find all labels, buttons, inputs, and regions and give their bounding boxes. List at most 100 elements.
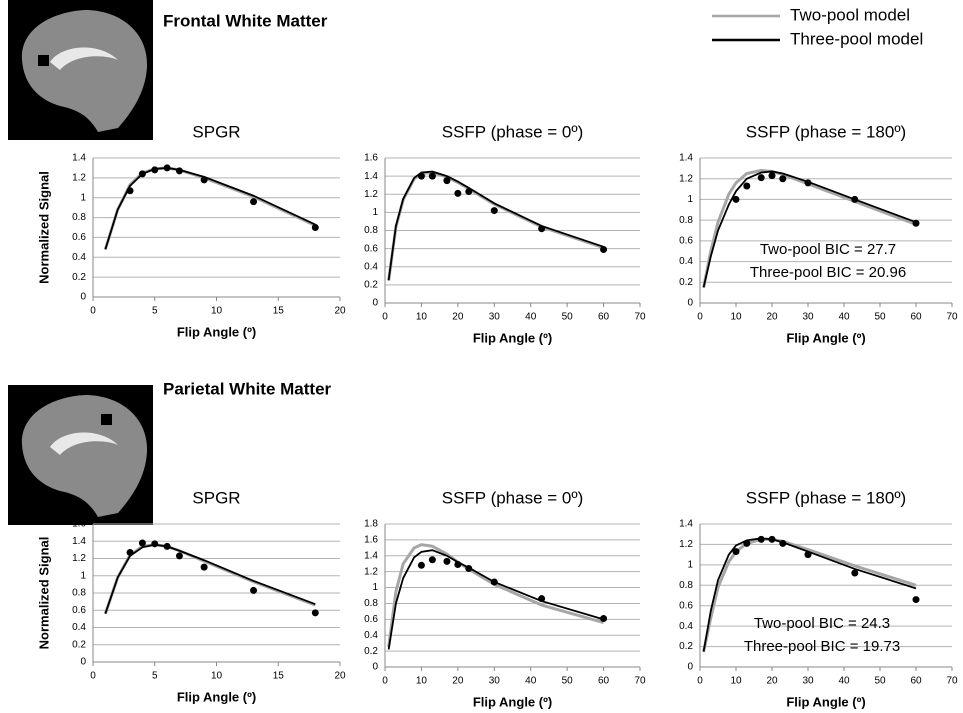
data-point [758,174,765,181]
data-point [429,173,436,180]
y-tick-label: 0.6 [679,235,693,246]
x-tick-label: 10 [211,671,223,682]
chart-title: SSFP (phase = 0º) [442,122,584,141]
x-tick-label: 5 [152,671,158,682]
y-tick-label: 1 [687,194,693,205]
brain-image [8,0,153,140]
x-tick-label: 0 [90,671,96,682]
y-tick-label: 1.4 [72,536,86,547]
x-tick-label: 40 [838,676,850,687]
annotation: Two-pool BIC = 24.3 [754,615,890,632]
x-tick-label: 20 [334,306,346,317]
data-point [312,224,319,231]
model-line [389,173,604,281]
data-point [454,190,461,197]
x-tick-label: 30 [489,312,501,323]
y-tick-label: 0.8 [72,212,86,223]
y-tick-label: 0.4 [679,621,693,632]
data-point [733,548,740,555]
y-tick-label: 1 [687,559,693,570]
data-point [454,561,461,568]
data-point [465,565,472,572]
x-tick-label: 30 [802,676,814,687]
data-point [151,540,158,547]
y-tick-label: 1 [372,207,378,218]
x-tick-label: 60 [910,676,922,687]
x-tick-label: 60 [910,312,922,323]
section-title: Frontal White Matter [163,11,328,30]
y-tick-label: 0.8 [72,588,86,599]
x-tick-label: 70 [634,676,646,687]
x-tick-label: 50 [562,676,574,687]
x-tick-label: 15 [273,306,285,317]
data-point [429,556,436,563]
y-tick-label: 0.2 [679,641,693,652]
x-axis-label: Flip Angle (º) [786,694,865,709]
x-tick-label: 20 [452,676,464,687]
data-point [201,176,208,183]
x-tick-label: 70 [946,676,958,687]
y-tick-label: 0 [80,657,86,668]
y-tick-label: 1.4 [72,153,86,164]
x-axis-label: Flip Angle (º) [177,689,256,704]
x-tick-label: 60 [598,676,610,687]
x-axis-label: Flip Angle (º) [786,330,865,345]
y-tick-label: 0.4 [72,252,86,263]
x-tick-label: 10 [416,312,428,323]
annotation: Two-pool BIC = 27.7 [760,241,896,258]
x-tick-label: 20 [766,676,778,687]
y-tick-label: 0.8 [679,580,693,591]
data-point [769,172,776,179]
model-line [105,545,315,614]
data-point [418,562,425,569]
y-tick-label: 0.6 [72,232,86,243]
model-line [389,172,604,281]
x-tick-label: 0 [697,312,703,323]
y-tick-label: 0.2 [72,639,86,650]
x-axis-label: Flip Angle (º) [473,330,552,345]
y-tick-label: 1 [372,582,378,593]
x-tick-label: 70 [634,312,646,323]
y-tick-label: 1 [80,192,86,203]
y-tick-label: 0.6 [364,614,378,625]
data-point [743,540,750,547]
data-point [779,175,786,182]
data-point [743,182,750,189]
y-tick-label: 1.8 [364,519,378,530]
y-tick-label: 1.6 [72,519,86,530]
data-point [139,170,146,177]
legend-label: Three-pool model [790,29,923,48]
x-tick-label: 70 [946,312,958,323]
x-tick-label: 30 [802,312,814,323]
y-tick-label: 0.2 [679,277,693,288]
data-point [600,615,607,622]
data-point [733,196,740,203]
y-tick-label: 0.4 [364,630,378,641]
y-tick-label: 0.4 [72,622,86,633]
data-point [164,164,171,171]
x-tick-label: 20 [766,312,778,323]
data-point [465,188,472,195]
y-axis-label: Normalized Signal [36,171,51,284]
y-tick-label: 0.8 [364,598,378,609]
x-tick-label: 5 [152,306,158,317]
data-point [201,564,208,571]
x-tick-label: 20 [452,312,464,323]
y-tick-label: 0 [687,662,693,673]
x-tick-label: 0 [382,676,388,687]
brain-image [8,385,153,525]
data-point [176,552,183,559]
data-point [443,177,450,184]
data-point [127,187,134,194]
data-point [250,198,257,205]
y-tick-label: 1.6 [364,535,378,546]
x-tick-label: 0 [697,676,703,687]
figure: Frontal White Matter Parietal White Matt… [0,0,963,713]
x-tick-label: 10 [416,676,428,687]
section-title: Parietal White Matter [163,379,332,398]
y-tick-label: 0.6 [72,605,86,616]
data-point [127,549,134,556]
x-tick-label: 50 [562,312,574,323]
data-point [312,609,319,616]
y-tick-label: 0.8 [679,215,693,226]
